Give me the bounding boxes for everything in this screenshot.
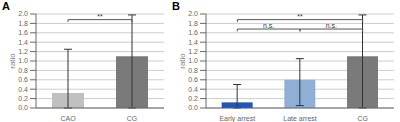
svg-text:CAO: CAO [60, 115, 76, 122]
svg-text:1.8: 1.8 [188, 20, 198, 27]
svg-text:1.8: 1.8 [18, 20, 28, 27]
svg-text:1.6: 1.6 [18, 29, 28, 36]
svg-text:0.2: 0.2 [188, 95, 198, 102]
svg-text:0.8: 0.8 [188, 67, 198, 74]
html-text:A: A [2, 0, 10, 12]
svg-text:0.0: 0.0 [188, 104, 198, 111]
svg-text:0.6: 0.6 [18, 76, 28, 83]
svg-text:Late arrest: Late arrest [283, 115, 317, 122]
svg-text:1.2: 1.2 [18, 48, 28, 55]
svg-text:1.2: 1.2 [188, 48, 198, 55]
svg-text:1.6: 1.6 [188, 29, 198, 36]
svg-text:**: ** [97, 13, 103, 20]
svg-text:Early arrest: Early arrest [219, 115, 255, 122]
svg-text:CG: CG [357, 115, 368, 122]
svg-text:ratio: ratio [178, 53, 187, 69]
svg-text:0.4: 0.4 [188, 86, 198, 93]
svg-text:2.0: 2.0 [18, 10, 28, 17]
svg-text:n.s.: n.s. [326, 22, 337, 29]
svg-text:1.4: 1.4 [18, 39, 28, 46]
svg-text:2.0: 2.0 [188, 10, 198, 17]
svg-text:1.0: 1.0 [18, 57, 28, 64]
svg-text:0.2: 0.2 [18, 95, 28, 102]
svg-text:1.0: 1.0 [188, 57, 198, 64]
svg-text:0.4: 0.4 [18, 86, 28, 93]
svg-text:ratio: ratio [8, 53, 17, 69]
svg-text:n.s.: n.s. [263, 22, 274, 29]
svg-text:**: ** [297, 13, 303, 20]
svg-text:0.0: 0.0 [18, 104, 28, 111]
svg-text:1.4: 1.4 [188, 39, 198, 46]
svg-text:CG: CG [127, 115, 138, 122]
html-text:B: B [172, 0, 180, 12]
svg-text:0.6: 0.6 [188, 76, 198, 83]
svg-text:0.8: 0.8 [18, 67, 28, 74]
